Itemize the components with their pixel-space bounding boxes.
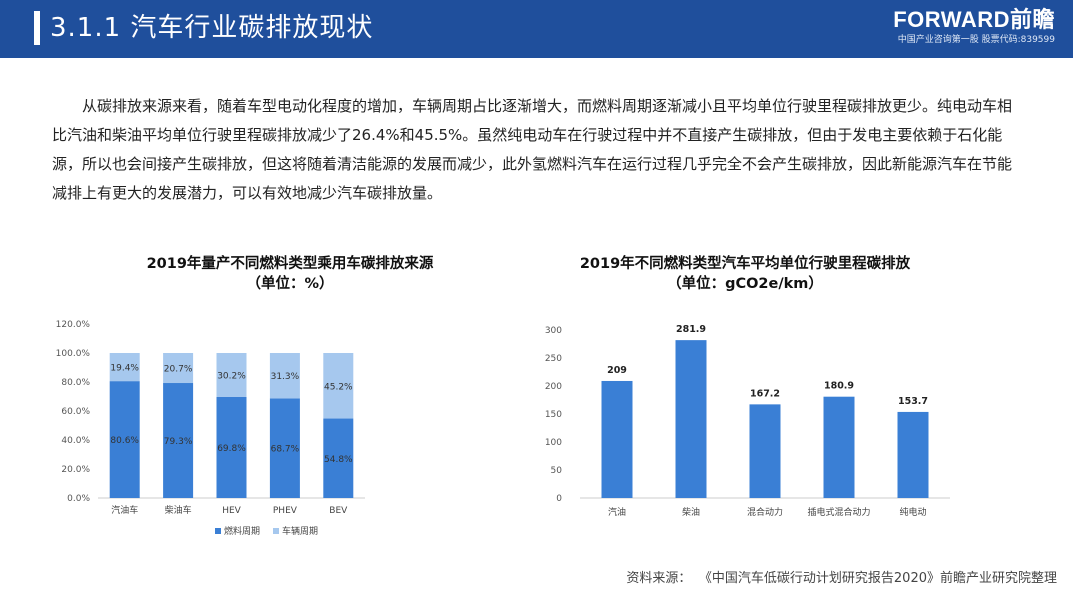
data-label: 68.7% xyxy=(271,445,300,455)
legend-label: 车辆周期 xyxy=(282,525,318,537)
data-label: 20.7% xyxy=(164,365,193,375)
source-text: 《中国汽车低碳行动计划研究报告2020》前瞻产业研究院整理 xyxy=(705,571,1057,586)
data-label: 79.3% xyxy=(164,437,193,447)
bar xyxy=(675,340,707,498)
data-label: 45.2% xyxy=(324,382,353,392)
data-label: 19.4% xyxy=(110,364,139,374)
chart1-subtitle: （单位：%） xyxy=(246,276,334,292)
header-accent-bar xyxy=(34,11,40,45)
bar xyxy=(749,404,781,498)
data-label: 31.3% xyxy=(271,372,300,382)
body-paragraph: 从碳排放来源来看，随着车型电动化程度的增加，车辆周期占比逐渐增大，而燃料周期逐渐… xyxy=(52,97,1013,202)
bar-fuel-cycle xyxy=(163,383,194,498)
logo-wordmark: FORWARD前瞻 xyxy=(893,7,1055,32)
legend-label: 燃料周期 xyxy=(224,525,260,537)
source-note: 资料来源： 《中国汽车低碳行动计划研究报告2020》前瞻产业研究院整理 xyxy=(626,567,1057,586)
y-tick-label: 120.0% xyxy=(56,320,91,330)
y-tick-label: 100.0% xyxy=(56,349,91,359)
data-label: 209 xyxy=(607,365,627,376)
y-tick-label: 0.0% xyxy=(67,494,90,504)
data-label: 54.8% xyxy=(324,455,353,465)
y-tick-label: 50 xyxy=(551,466,563,476)
y-tick-label: 150 xyxy=(545,410,562,420)
y-tick-label: 60.0% xyxy=(61,407,90,417)
x-tick-label: PHEV xyxy=(273,506,298,516)
legend-swatch xyxy=(215,528,221,534)
chart2-title: 2019年不同燃料类型汽车平均单位行驶里程碳排放 xyxy=(579,256,911,272)
data-label: 153.7 xyxy=(898,396,928,407)
data-label: 69.8% xyxy=(217,444,246,454)
bar-vehicle-cycle xyxy=(216,353,247,397)
x-tick-label: 汽油车 xyxy=(111,504,138,516)
chart2-subtitle: （单位：gCO2e/km） xyxy=(667,276,823,292)
x-tick-label: 混合动力 xyxy=(747,506,783,518)
page-title: 3.1.1 汽车行业碳排放现状 xyxy=(50,13,374,43)
x-tick-label: 插电式混合动力 xyxy=(807,506,870,518)
chart1-title: 2019年量产不同燃料类型乘用车碳排放来源 xyxy=(146,256,434,272)
x-tick-label: BEV xyxy=(329,506,348,516)
chart1-stacked-bar: 0.0% 20.0% 40.0% 60.0% 80.0% 100.0% 120.0% 80.6… xyxy=(56,320,365,537)
data-label: 180.9 xyxy=(824,381,854,392)
bar xyxy=(823,396,855,498)
header-bar: 3.1.1 汽车行业碳排放现状 FORWARD前瞻 中国产业咨询第一股 股票代码… xyxy=(0,0,1073,58)
bar xyxy=(601,380,633,498)
bar-vehicle-cycle xyxy=(163,353,194,384)
y-tick-label: 250 xyxy=(545,354,562,364)
source-label: 资料来源： xyxy=(626,571,692,586)
y-tick-label: 200 xyxy=(545,382,562,392)
y-tick-label: 300 xyxy=(545,326,562,336)
y-tick-label: 100 xyxy=(545,438,562,448)
data-label: 80.6% xyxy=(110,436,139,446)
y-tick-label: 80.0% xyxy=(61,378,90,388)
chart2-title-block: 2019年不同燃料类型汽车平均单位行驶里程碳排放 （单位：gCO2e/km） xyxy=(520,254,970,294)
x-tick-label: 汽油 xyxy=(608,506,626,518)
chart1-title-block: 2019年量产不同燃料类型乘用车碳排放来源 （单位：%） xyxy=(70,254,510,294)
bar-vehicle-cycle xyxy=(323,353,354,419)
logo-tagline: 中国产业咨询第一股 股票代码:839599 xyxy=(897,35,1055,45)
y-tick-label: 0 xyxy=(556,494,562,504)
data-label: 30.2% xyxy=(217,371,246,381)
y-tick-label: 20.0% xyxy=(61,465,90,475)
bar-vehicle-cycle xyxy=(109,353,140,382)
brand-logo: FORWARD前瞻 中国产业咨询第一股 股票代码:839599 xyxy=(865,8,1055,48)
bar-fuel-cycle xyxy=(269,398,300,498)
y-tick-label: 40.0% xyxy=(61,436,90,446)
bar-vehicle-cycle xyxy=(269,353,300,399)
bar-fuel-cycle xyxy=(216,396,247,498)
bar-fuel-cycle xyxy=(109,381,140,498)
x-tick-label: 纯电动 xyxy=(899,506,926,518)
x-tick-label: 柴油车 xyxy=(165,504,192,516)
bar xyxy=(897,411,929,498)
chart2-bar: 0 50 100 150 200 250 300 209 汽油 281.9 柴油 167.2 混合动力 1… xyxy=(545,324,950,518)
x-tick-label: 柴油 xyxy=(682,506,700,518)
bar-fuel-cycle xyxy=(323,418,354,498)
data-label: 281.9 xyxy=(676,324,706,335)
data-label: 167.2 xyxy=(750,388,780,399)
x-tick-label: HEV xyxy=(222,506,241,516)
legend-swatch xyxy=(273,528,279,534)
